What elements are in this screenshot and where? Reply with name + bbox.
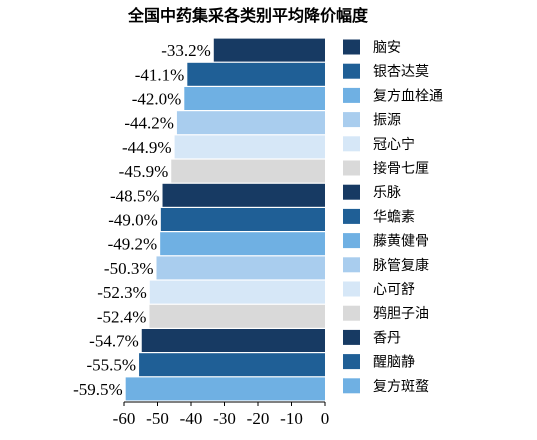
x-tick-label: -30 [213,409,236,428]
value-label: -50.3% [104,259,154,278]
legend-item: 复方血栓通 [343,87,443,104]
legend-swatch [343,112,360,128]
legend-label: 香丹 [373,330,401,346]
bar-鸦胆子油 [149,304,325,328]
value-label: -44.9% [122,138,172,157]
x-axis: -60 -50 -40 -30 -20 -10 0 [113,401,330,428]
legend-label: 鸦胆子油 [373,305,429,322]
legend-item: 醒脑静 [343,354,415,371]
legend-label: 藤黄健骨 [373,233,429,250]
bar-乐脉 [162,183,325,207]
legend-swatch [343,136,360,152]
bar-脉管复康 [156,256,325,280]
legend-label: 复方血栓通 [373,87,443,104]
value-label: -52.3% [97,283,147,302]
legend-swatch [343,257,360,273]
value-label: -49.0% [108,211,158,230]
bar-醒脑静 [139,353,325,377]
value-label: -44.2% [124,114,174,133]
x-tick-label: 0 [321,409,330,428]
legend-label: 振源 [373,113,401,129]
bar-华蟾素 [160,208,325,231]
legend-item: 藤黄健骨 [343,233,429,250]
legend-swatch [343,305,360,321]
bar-银杏达莫 [187,62,325,86]
value-label: -45.9% [119,162,169,181]
legend-item: 鸦胆子油 [343,305,429,322]
legend-label: 华蟾素 [373,209,415,225]
x-tick-label: -10 [280,409,303,428]
legend-item: 心可舒 [343,281,415,298]
bar-脑安 [213,38,325,62]
legend-swatch [343,39,360,55]
value-label: -48.5% [110,186,160,205]
legend-label: 心可舒 [373,282,415,298]
legend-item: 复方斑蝥 [343,378,429,395]
value-labels-group: -33.2% -41.1% -42.0% -44.2% -44.9% -45.9% -48.… [73,41,211,399]
legend-swatch [343,233,360,249]
legend: 脑安银杏达莫复方血栓通振源冠心宁接骨七厘乐脉华蟾素藤黄健骨脉管复康心可舒鸦胆子油… [343,39,443,395]
legend-label: 脉管复康 [373,257,429,274]
legend-label: 冠心宁 [373,136,415,153]
legend-swatch [343,281,360,297]
x-tick-label: -40 [180,409,203,428]
legend-item: 冠心宁 [343,136,415,153]
value-label: -49.2% [108,235,158,254]
legend-item: 银杏达莫 [343,63,429,80]
legend-item: 脉管复康 [343,257,429,274]
legend-item: 香丹 [343,329,401,346]
value-label: -59.5% [73,380,123,399]
x-tick-label: -60 [113,409,136,428]
legend-item: 乐脉 [343,184,401,201]
legend-item: 脑安 [343,39,401,56]
legend-item: 振源 [343,112,401,129]
legend-label: 复方斑蝥 [373,378,429,395]
legend-swatch [343,87,360,103]
bars-group [125,38,325,401]
bar-心可舒 [149,280,325,304]
legend-label: 接骨七厘 [373,160,429,177]
bar-藤黄健骨 [160,232,325,256]
bar-接骨七厘 [171,159,325,183]
legend-swatch [343,63,360,79]
legend-label: 脑安 [373,40,401,56]
value-label: -33.2% [161,41,211,60]
bar-复方血栓通 [184,87,325,110]
legend-swatch [343,160,360,176]
bar-复方斑蝥 [125,377,325,401]
value-label: -41.1% [135,65,185,84]
legend-swatch [343,329,360,345]
legend-swatch [343,184,360,200]
x-tick-label: -50 [146,409,169,428]
legend-label: 醒脑静 [373,355,415,371]
bar-冠心宁 [174,135,325,159]
legend-label: 乐脉 [373,185,401,201]
legend-swatch [343,208,360,224]
legend-swatch [343,354,360,370]
legend-item: 接骨七厘 [343,160,429,177]
bar-香丹 [141,329,325,352]
value-label: -52.4% [97,307,147,326]
chart-title: 全国中药集采各类别平均降价幅度 [128,6,369,25]
value-label: -42.0% [132,90,182,109]
value-label: -55.5% [86,356,136,375]
legend-item: 华蟾素 [343,208,415,225]
legend-label: 银杏达莫 [373,64,429,80]
legend-swatch [343,378,360,394]
value-label: -54.7% [89,332,139,351]
x-tick-label: -20 [247,409,270,428]
bar-振源 [176,111,325,135]
